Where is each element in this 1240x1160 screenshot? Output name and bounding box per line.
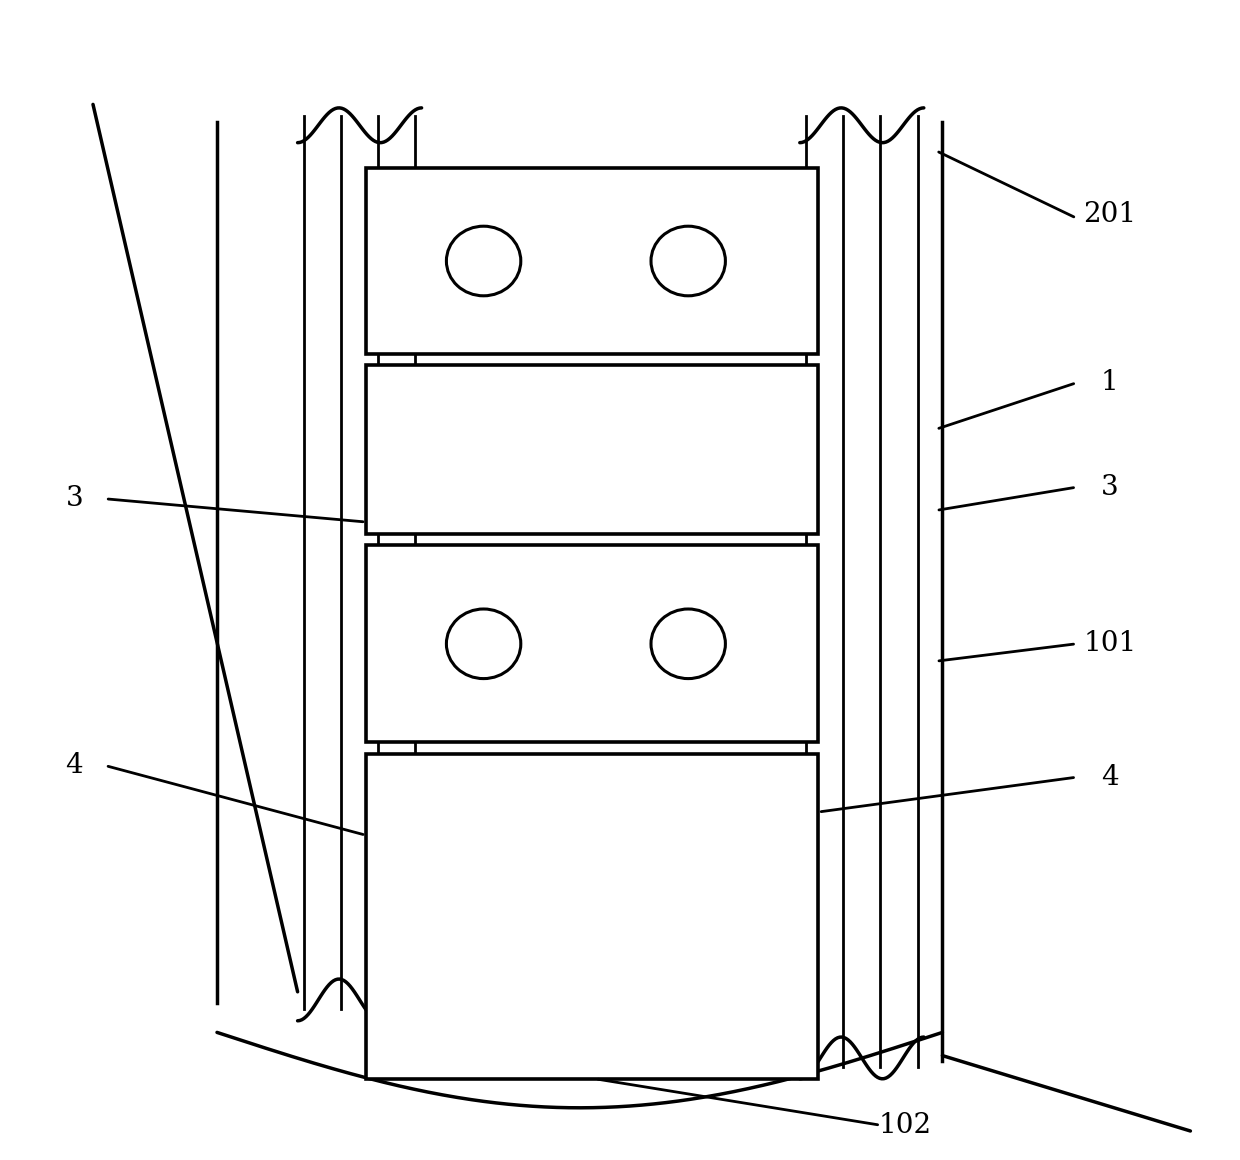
Text: 101: 101 — [1084, 630, 1136, 658]
Text: 201: 201 — [1084, 201, 1136, 229]
Bar — [366, 754, 818, 1079]
Bar — [366, 545, 818, 742]
Bar — [366, 365, 818, 534]
Text: 1: 1 — [1101, 369, 1118, 397]
Text: 4: 4 — [66, 752, 83, 780]
Text: 3: 3 — [1101, 473, 1118, 501]
Text: 3: 3 — [66, 485, 83, 513]
Text: 102: 102 — [879, 1111, 931, 1139]
Text: 4: 4 — [1101, 763, 1118, 791]
Bar — [366, 168, 818, 354]
